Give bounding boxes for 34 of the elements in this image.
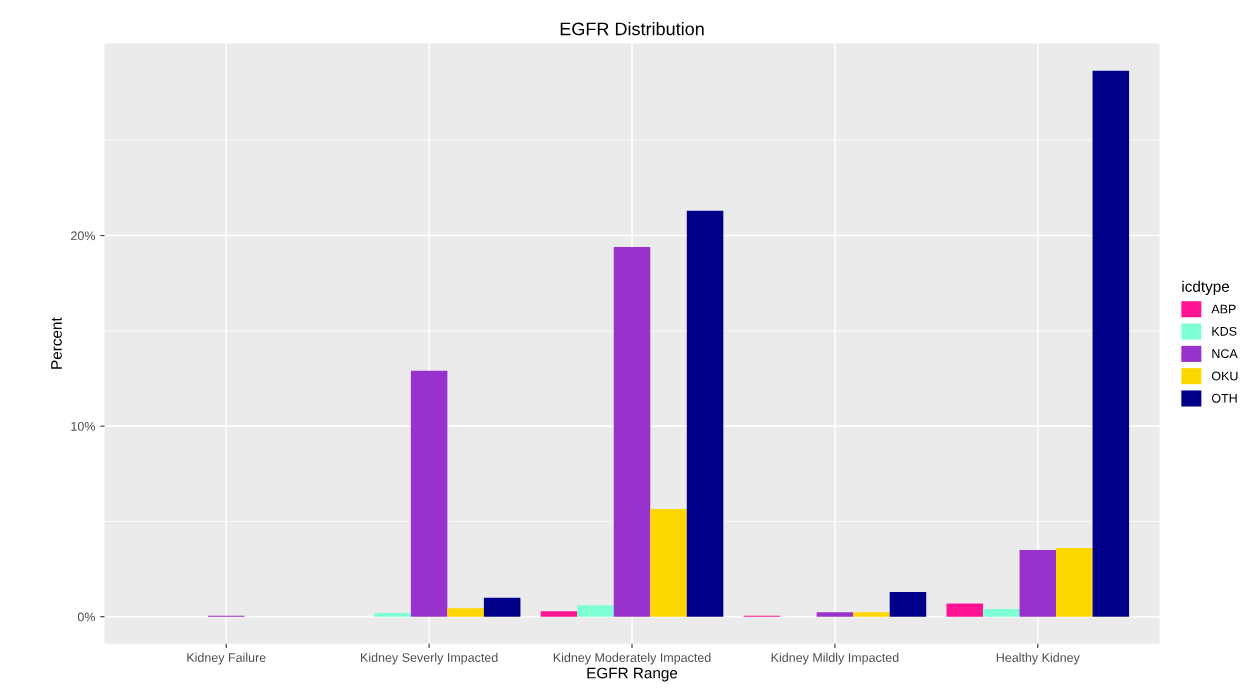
bar bbox=[889, 591, 927, 617]
chart-title: EGFR Distribution bbox=[560, 22, 704, 36]
bar bbox=[447, 608, 484, 617]
bar bbox=[577, 605, 614, 617]
legend-label: OKU bbox=[1211, 371, 1238, 381]
bar bbox=[983, 609, 1020, 617]
legend-label: KDS bbox=[1212, 326, 1237, 336]
y-axis-title: Percent bbox=[51, 317, 62, 369]
legend-label: ABP bbox=[1211, 304, 1236, 314]
x-axis-title: EGFR Range bbox=[587, 667, 678, 682]
bar bbox=[686, 210, 724, 617]
y-tick-label: 20% bbox=[71, 231, 96, 241]
x-tick-label: Healthy Kidney bbox=[996, 652, 1080, 665]
bar bbox=[946, 603, 984, 617]
bar bbox=[650, 509, 687, 617]
y-tick-label: 0% bbox=[77, 612, 96, 622]
x-tick-label: Kidney Failure bbox=[187, 652, 266, 665]
bar bbox=[853, 612, 890, 617]
bar bbox=[613, 247, 651, 617]
bar bbox=[483, 597, 521, 617]
legend-label: OTH bbox=[1211, 393, 1237, 403]
bar bbox=[1092, 70, 1130, 617]
bar bbox=[1056, 548, 1093, 617]
x-tick-label: Kidney Mildly Impacted bbox=[771, 652, 899, 665]
legend-label: NCA bbox=[1212, 349, 1238, 359]
bar bbox=[540, 611, 578, 617]
bar bbox=[816, 612, 854, 617]
bar bbox=[1019, 550, 1057, 617]
legend-title: icdtype bbox=[1182, 280, 1230, 295]
x-tick-label: Kidney Severly Impacted bbox=[361, 652, 498, 665]
bar bbox=[374, 612, 411, 617]
bar bbox=[410, 370, 448, 617]
x-tick-label: Kidney Moderately Impacted bbox=[553, 652, 711, 665]
y-tick-label: 10% bbox=[71, 421, 96, 431]
